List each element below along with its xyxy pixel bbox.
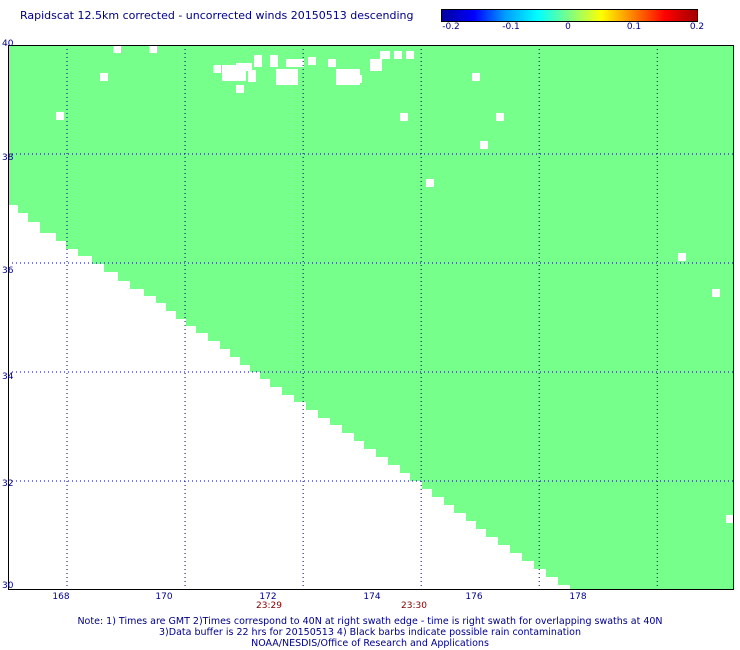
missing-data-cell — [270, 55, 278, 67]
missing-data-cell — [286, 59, 304, 67]
missing-data-cell — [678, 253, 686, 261]
missing-data-cells — [56, 45, 734, 523]
lon-label-170: 170 — [155, 592, 173, 602]
lat-label-34: 34 — [2, 372, 14, 382]
missing-data-cell — [406, 51, 414, 59]
map-frame — [8, 45, 734, 590]
map-title: Rapidscat 12.5km corrected - uncorrected… — [20, 9, 414, 22]
swath-data-region — [8, 45, 734, 590]
missing-data-cell — [308, 57, 316, 65]
graticule — [8, 45, 734, 590]
time-label-2330: 23:30 — [401, 601, 427, 611]
note-line-3: NOAA/NESDIS/Office of Research and Appli… — [251, 638, 489, 649]
missing-data-cell — [328, 59, 336, 67]
missing-data-cell — [213, 65, 221, 73]
lon-label-172: 172 — [259, 592, 277, 602]
missing-data-cell — [496, 113, 504, 121]
note-line-1: Note: 1) Times are GMT 2)Times correspon… — [77, 616, 663, 627]
colorbar-label-neg: -0.1 — [502, 22, 520, 32]
missing-data-cell — [480, 141, 488, 149]
lat-label-38: 38 — [2, 153, 14, 163]
missing-data-cell — [426, 179, 434, 187]
lat-label-32: 32 — [2, 479, 14, 489]
missing-data-cell — [236, 63, 252, 71]
missing-data-cell — [726, 515, 734, 523]
missing-data-cell — [472, 73, 480, 81]
lat-label-40: 40 — [2, 39, 14, 49]
colorbar-label-zero: 0 — [565, 22, 571, 32]
lat-label-30: 30 — [2, 581, 14, 591]
lon-label-176: 176 — [465, 592, 483, 602]
missing-data-cell — [100, 73, 108, 81]
colorbar-label-min: -0.2 — [442, 22, 460, 32]
time-label-2329: 23:29 — [256, 601, 282, 611]
colorbar-label-pos: 0.1 — [626, 22, 642, 32]
missing-data-cell — [394, 51, 402, 59]
missing-data-cell — [113, 45, 121, 53]
lon-label-174: 174 — [363, 592, 381, 602]
colorbar — [441, 9, 698, 22]
missing-data-cell — [276, 69, 298, 85]
missing-data-cell — [380, 51, 390, 59]
note-line-2: 3)Data buffer is 22 hrs for 20150513 4) … — [159, 627, 581, 638]
colorbar-label-max: 0.2 — [689, 22, 705, 32]
lon-label-178: 178 — [569, 592, 587, 602]
missing-data-cell — [248, 70, 256, 82]
missing-data-cell — [400, 113, 408, 121]
missing-data-cell — [149, 45, 157, 53]
missing-data-cell — [354, 75, 362, 83]
missing-data-cell — [56, 112, 64, 120]
lon-label-168: 168 — [52, 592, 70, 602]
missing-data-cell — [712, 289, 720, 297]
missing-data-cell — [236, 85, 244, 93]
wind-difference-map — [8, 45, 734, 590]
lat-label-36: 36 — [2, 266, 14, 276]
missing-data-cell — [254, 55, 262, 67]
missing-data-cell — [370, 59, 382, 71]
